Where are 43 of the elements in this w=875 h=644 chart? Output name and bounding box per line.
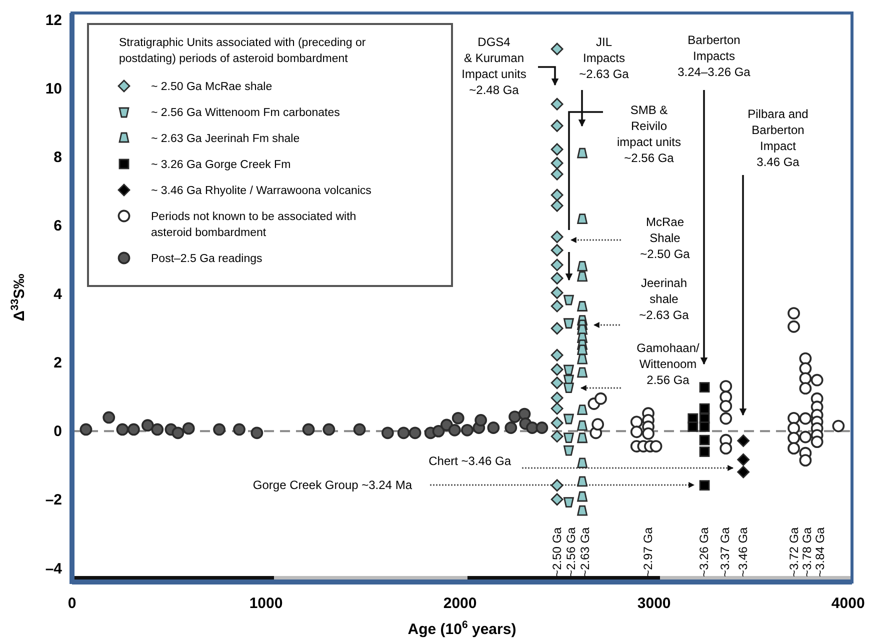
y-tick-label: 2 bbox=[54, 354, 62, 372]
y-tick-label: –2 bbox=[45, 492, 62, 509]
annotation: Gamohaan/ Wittenoom 2.56 Ga bbox=[636, 341, 700, 387]
annotation: McRae Shale ~2.50 Ga bbox=[640, 215, 690, 261]
legend-label: Post–2.5 Ga readings bbox=[151, 253, 262, 265]
x-axis-title: Age (10$^{6}$ years) bbox=[408, 619, 516, 638]
annotation: Pilbara and Barberton Impact 3.46 Ga bbox=[748, 107, 808, 169]
annotation: ~3.46 Ga bbox=[736, 526, 750, 577]
x-tick-label: 4000 bbox=[831, 595, 865, 612]
x-tick-label: 2000 bbox=[443, 595, 477, 612]
legend-label: ~ 3.46 Ga Rhyolite / Warrawoona volcanics bbox=[151, 185, 372, 197]
annotation: Jeerinah shale ~2.63 Ga bbox=[639, 276, 690, 322]
annotation: ~2.63 Ga bbox=[578, 526, 592, 577]
legend-label: Periods not known to be associated with asteroid bombardment bbox=[151, 211, 356, 239]
x-tick-label: 3000 bbox=[637, 595, 671, 612]
annotation: ~3.78 Ga bbox=[800, 526, 814, 577]
legend-label: ~ 2.63 Ga Jeerinah Fm shale bbox=[151, 133, 300, 145]
y-tick-label: 0 bbox=[54, 423, 62, 440]
x-tick-label: 0 bbox=[68, 595, 76, 612]
annotation: ~2.56 Ga bbox=[564, 526, 578, 577]
y-tick-label: 6 bbox=[54, 218, 62, 235]
y-tick-label: 4 bbox=[54, 286, 63, 304]
annotation: SMB & Reivilo impact units ~2.56 Ga bbox=[616, 103, 682, 165]
annotation: Chert ~3.46 Ga bbox=[428, 454, 512, 468]
annotation: ~2.50 Ga bbox=[550, 526, 564, 577]
y-tick-label: 12 bbox=[45, 12, 62, 29]
y-tick-label: –4 bbox=[45, 560, 63, 578]
legend-title: Stratigraphic Units associated with (preceding or postdating) periods of asteroid bombardment bbox=[119, 37, 366, 65]
annotation: ~3.37 Ga bbox=[718, 526, 732, 577]
y-tick-label: 8 bbox=[54, 148, 62, 166]
annotation: ~3.72 Ga bbox=[787, 526, 801, 577]
annotation: ~3.26 Ga bbox=[697, 526, 711, 577]
annotation: JIL Impacts ~2.63 Ga bbox=[579, 35, 630, 81]
x-tick-label: 1000 bbox=[249, 595, 283, 612]
legend-label: ~ 3.26 Ga Gorge Creek Fm bbox=[151, 159, 291, 171]
annotation: Gorge Creek Group ~3.24 Ma bbox=[252, 478, 412, 492]
annotation: Barberton Impacts 3.24–3.26 Ga bbox=[678, 33, 751, 79]
annotation: ~3.84 Ga bbox=[813, 526, 827, 577]
annotation: DGS4 & Kuruman Impact units ~2.48 Ga bbox=[462, 35, 526, 97]
y-tick-label: 10 bbox=[45, 80, 62, 98]
legend-label: ~ 2.50 Ga McRae shale bbox=[151, 81, 272, 93]
annotation: ~2.97 Ga bbox=[641, 526, 655, 577]
legend-label: ~ 2.56 Ga Wittenoom Fm carbonates bbox=[151, 107, 340, 119]
